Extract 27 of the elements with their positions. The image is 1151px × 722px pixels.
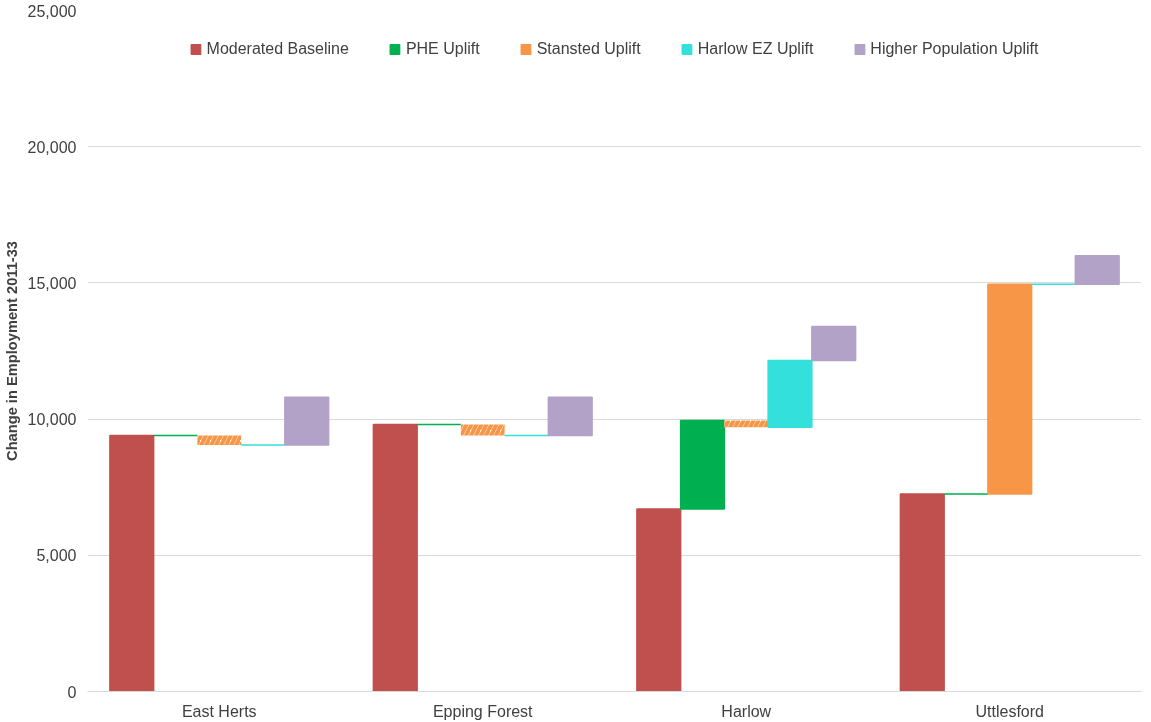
bar	[987, 283, 1033, 495]
bar	[372, 423, 418, 692]
bar	[767, 359, 813, 429]
bar	[899, 493, 945, 692]
bar	[547, 396, 593, 437]
y-tick-label: 15,000	[27, 274, 77, 292]
bar	[636, 508, 682, 692]
bar	[679, 419, 726, 510]
legend-label: Stansted Uplift	[536, 40, 641, 58]
legend-label: PHE Uplift	[405, 40, 480, 58]
legend-label: Higher Population Uplift	[870, 40, 1039, 58]
x-tick-label: Epping Forest	[432, 702, 534, 720]
y-tick-label: 0	[67, 683, 77, 701]
bar	[109, 434, 155, 692]
y-tick-label: 20,000	[27, 138, 77, 156]
x-tick-label: East Herts	[181, 702, 257, 720]
bar	[811, 325, 857, 362]
legend-label: Moderated Baseline	[206, 40, 349, 58]
legend-label: Harlow EZ Uplift	[697, 40, 814, 58]
bar	[284, 396, 330, 446]
y-tick-label: 5,000	[36, 547, 77, 565]
y-tick-label: 25,000	[27, 2, 77, 20]
bar	[1074, 254, 1120, 286]
x-tick-label: Harlow	[721, 702, 772, 720]
y-axis-title: Change in Employment 2011-33	[3, 241, 20, 461]
y-tick-label: 10,000	[27, 411, 77, 429]
x-tick-label: Uttlesford	[975, 702, 1044, 720]
